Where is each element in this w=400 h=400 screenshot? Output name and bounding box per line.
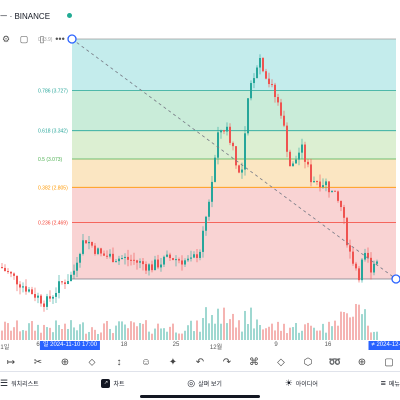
drawing-tool-icon[interactable]: ⊕ [357,356,367,368]
time-axis[interactable]: 1일 6 18 25 12월 9 16 일 2024-11-10 17:00 ≠ 2024-12… [0,340,400,352]
nav-item-explore[interactable]: ◎ 살펴 보기 [187,378,222,389]
nav-label: 아이디어 [295,381,318,388]
drawing-tool-icon[interactable]: ⊕ [60,356,70,368]
drawing-tool-icon[interactable]: ☺ [140,356,152,368]
drawing-toolbar: ⚙ ▢ ▯ ••• [0,32,66,46]
fib-band [72,90,396,131]
explore-icon: ◎ [187,377,196,388]
drawing-tool-icon[interactable]: ↷ [222,356,232,368]
drawing-tool-icon[interactable]: ⌘ [249,356,259,368]
nav-label: 워치리스트 [11,381,39,388]
fib-end-handle[interactable] [391,274,400,284]
ideas-icon: ☀ [284,377,293,388]
chart-icon: ↗ [101,378,111,388]
time-axis-tick: 9 [274,342,278,348]
crosshair-time-label: 일 2024-11-10 17:00 [39,341,101,350]
fib-level-label: 0.236 (2.469) [38,220,68,226]
drawing-tool-icon[interactable]: ✦ [168,356,178,368]
fib-band [72,159,396,188]
fib-band [72,39,396,91]
drawing-tool-icon[interactable]: ↦ [6,356,16,368]
trash-icon[interactable]: ▯ [39,33,45,44]
time-axis-tick: 12월 [209,345,223,351]
drawing-tool-icon[interactable]: ↕ [116,356,122,368]
nav-item-watchlist[interactable]: ☰ 워치리스트 [0,378,39,389]
symbol-title[interactable]: ㅡ · BINANCE [0,12,51,21]
drawing-tool-icon[interactable]: ➿ [328,356,342,368]
range-end-time-label: ≠ 2024-12- [368,341,400,350]
volume-series [1,303,378,340]
drawing-tool-icon[interactable]: ⬡ [303,356,313,368]
price-chart[interactable]: 0 (3.9) 0.786 (3.727) 0.618 (3.342) 0.5 (3.… [0,30,400,340]
fib-band [72,222,396,279]
market-status-dot [67,13,72,18]
time-axis-tick: 16 [324,342,332,348]
nav-label: 살펴 보기 [198,381,222,388]
fib-trend-line[interactable] [71,38,397,280]
time-axis-tick: 1일 [0,345,10,351]
bottom-navigation: ☰ 워치리스트 ↗ 차트 ◎ 살펴 보기 ☀ 아이디어 ≡ 메뉴 [0,371,400,394]
fib-level-label: 0.786 (3.727) [38,88,68,94]
drawing-tool-icon[interactable]: ◇ [277,356,285,368]
time-axis-tick: 6 [36,342,40,348]
drawing-tool-icon[interactable]: ▢ [384,356,394,368]
fib-level-label: 0.382 (2.805) [38,185,68,191]
gear-icon[interactable]: ⚙ [1,33,11,44]
fib-level-label: 0 (3.9) [38,37,53,43]
fib-band [72,187,396,223]
drawing-tool-icon[interactable]: ⬦ [88,356,96,368]
fib-level-label: 0.5 (3.073) [38,157,63,163]
top-bar: ㅡ · BINANCE [0,0,400,30]
candlestick-series [1,54,378,312]
time-axis-tick: 25 [172,342,180,348]
nav-item-ideas[interactable]: ☀ 아이디어 [285,378,318,389]
home-indicator [140,395,260,398]
drawing-tool-strip: ↦ ✂ ⊕ ⬦ ↕ ☺ ✦ ↶ ↷ ⌘ ◇ ⬡ ➿ ⊕ ▢ [0,354,400,370]
nav-item-chart[interactable]: ↗ 차트 [101,378,125,388]
watchlist-icon: ☰ [0,377,9,388]
menu-icon: ≡ [380,378,386,388]
drawing-tool-icon[interactable]: ↶ [195,356,205,368]
more-icon[interactable]: ••• [55,34,65,44]
time-axis-tick: 18 [120,342,128,348]
lock-icon[interactable]: ▢ [19,33,29,44]
fib-level-label: 0.618 (3.342) [38,129,68,135]
nav-label: 메뉴 [388,381,400,388]
nav-item-menu[interactable]: ≡ 메뉴 [381,378,400,388]
drawing-tool-icon[interactable]: ✂ [33,356,43,368]
nav-label: 차트 [113,381,125,388]
fib-start-handle[interactable] [67,34,77,44]
